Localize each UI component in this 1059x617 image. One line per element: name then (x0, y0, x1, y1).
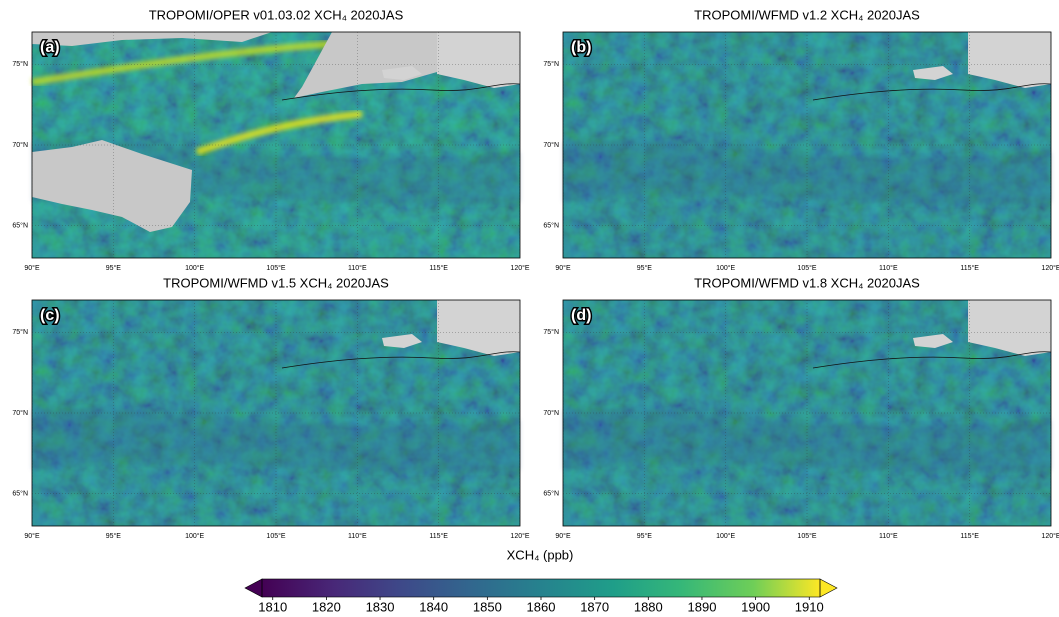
land (913, 334, 953, 348)
lon-tick-label: 110°E (348, 264, 367, 272)
lat-tick-label: 65°N (12, 222, 28, 230)
panel-label: (d) (571, 307, 591, 324)
coastline (812, 83, 1052, 101)
land (382, 334, 422, 348)
colorbar-tick-label: 1840 (419, 599, 448, 614)
colorbar-tick-label: 1860 (527, 599, 556, 614)
lon-tick-label: 120°E (1041, 532, 1059, 540)
colorbar-tick-label: 1850 (473, 599, 502, 614)
darker-band (32, 408, 520, 473)
land (382, 66, 422, 80)
lat-tick-label: 70°N (543, 409, 559, 417)
lon-tick-label: 90°E (555, 532, 571, 540)
lon-tick-label: 115°E (960, 264, 979, 272)
lon-tick-label: 110°E (348, 532, 367, 540)
lon-tick-label: 105°E (266, 532, 285, 540)
lat-tick-label: 65°N (543, 490, 559, 498)
no-data (32, 140, 192, 232)
land (437, 32, 520, 88)
colorbar-label: XCH₄ (ppb) (507, 547, 574, 562)
lon-tick-label: 100°E (716, 264, 735, 272)
lat-tick-label: 75°N (543, 60, 559, 68)
lon-tick-label: 100°E (185, 532, 204, 540)
lon-tick-label: 115°E (429, 532, 448, 540)
lat-tick-label: 65°N (543, 222, 559, 230)
lat-tick-label: 70°N (12, 141, 28, 149)
lon-tick-label: 115°E (960, 532, 979, 540)
colorbar-tick-label: 1830 (366, 599, 395, 614)
lat-tick-label: 75°N (12, 328, 28, 336)
lat-tick-label: 70°N (12, 409, 28, 417)
colorbar-tick-label: 1880 (634, 599, 663, 614)
colorbar-tick-label: 1890 (688, 599, 717, 614)
panel-label: (b) (571, 39, 591, 56)
darker-band (563, 140, 1051, 205)
lon-tick-label: 100°E (185, 264, 204, 272)
colorbar-tick-label: 1900 (741, 599, 770, 614)
lon-tick-label: 115°E (429, 264, 448, 272)
land (437, 300, 520, 356)
lat-tick-label: 65°N (12, 490, 28, 498)
colorbar-extend-high (819, 578, 838, 598)
colorbar-tick-label: 1870 (580, 599, 609, 614)
lon-tick-label: 90°E (555, 264, 571, 272)
lon-tick-label: 110°E (879, 532, 898, 540)
no-data (294, 32, 437, 98)
coastline (812, 351, 1052, 369)
plume (195, 110, 363, 156)
panel-label: (a) (40, 39, 60, 56)
lon-tick-label: 120°E (1041, 264, 1059, 272)
lat-tick-label: 75°N (543, 328, 559, 336)
no-data (32, 32, 272, 46)
lon-tick-label: 95°E (637, 532, 653, 540)
panel-title: TROPOMI/OPER v01.03.02 XCH₄ 2020JAS (149, 7, 404, 22)
lon-tick-label: 105°E (266, 264, 285, 272)
panel-title: TROPOMI/WFMD v1.8 XCH₄ 2020JAS (694, 275, 920, 290)
lon-tick-label: 95°E (106, 264, 122, 272)
panel-title: TROPOMI/WFMD v1.2 XCH₄ 2020JAS (694, 7, 920, 22)
coastline (281, 83, 521, 101)
panel-title: TROPOMI/WFMD v1.5 XCH₄ 2020JAS (163, 275, 389, 290)
lon-tick-label: 110°E (879, 264, 898, 272)
colorbar-tick-label: 1810 (258, 599, 287, 614)
colorbar (262, 579, 820, 597)
lon-tick-label: 90°E (24, 264, 40, 272)
lat-tick-label: 75°N (12, 60, 28, 68)
coastline (281, 351, 521, 369)
panel-label: (c) (40, 307, 60, 324)
plume (31, 40, 333, 86)
lon-tick-label: 90°E (24, 532, 40, 540)
lon-tick-label: 95°E (106, 532, 122, 540)
lon-tick-label: 120°E (510, 264, 529, 272)
colorbar-extend-low (244, 578, 263, 598)
darker-band (563, 408, 1051, 473)
lat-tick-label: 70°N (543, 141, 559, 149)
lon-tick-label: 95°E (637, 264, 653, 272)
land (913, 66, 953, 80)
lon-tick-label: 105°E (797, 532, 816, 540)
lon-tick-label: 105°E (797, 264, 816, 272)
lon-tick-label: 120°E (510, 532, 529, 540)
land (968, 32, 1051, 88)
colorbar-tick-label: 1910 (795, 599, 824, 614)
land (968, 300, 1051, 356)
map (563, 300, 1052, 526)
colorbar-tick-label: 1820 (312, 599, 341, 614)
lon-tick-label: 100°E (716, 532, 735, 540)
